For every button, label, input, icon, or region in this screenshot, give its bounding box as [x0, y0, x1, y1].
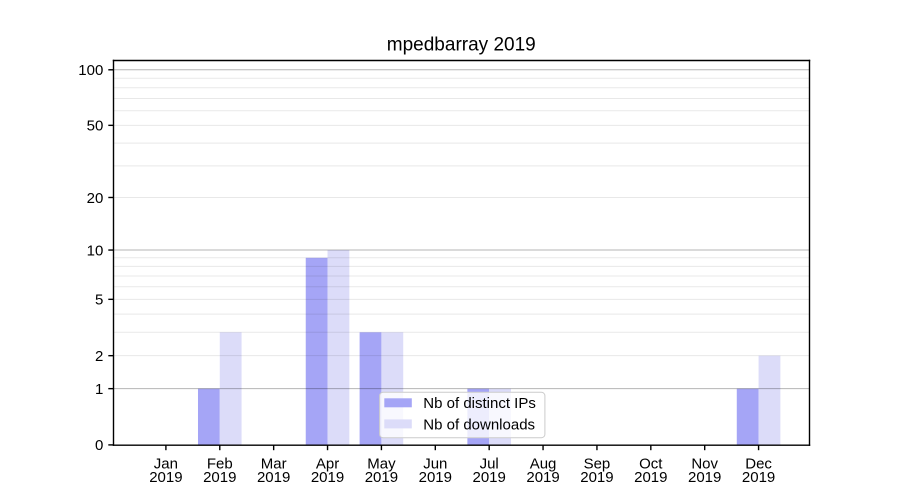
svg-text:May: May [367, 455, 396, 472]
svg-text:Oct: Oct [639, 455, 663, 472]
svg-text:2019: 2019 [365, 469, 398, 486]
svg-text:2: 2 [95, 348, 103, 365]
svg-text:2019: 2019 [257, 469, 290, 486]
svg-text:Dec: Dec [745, 455, 772, 472]
svg-text:1: 1 [95, 381, 103, 398]
svg-text:Nb of distinct IPs: Nb of distinct IPs [423, 395, 536, 412]
svg-text:Jul: Jul [480, 455, 499, 472]
svg-text:Jan: Jan [154, 455, 178, 472]
svg-text:mpedbarray 2019: mpedbarray 2019 [387, 34, 536, 55]
svg-text:0: 0 [95, 437, 103, 454]
svg-text:Feb: Feb [207, 455, 233, 472]
svg-text:2019: 2019 [203, 469, 236, 486]
svg-text:Apr: Apr [316, 455, 339, 472]
svg-text:2019: 2019 [580, 469, 613, 486]
svg-text:10: 10 [87, 242, 104, 259]
svg-text:2019: 2019 [311, 469, 344, 486]
svg-text:Mar: Mar [261, 455, 287, 472]
svg-text:Nb of downloads: Nb of downloads [423, 416, 535, 433]
svg-text:Sep: Sep [584, 455, 611, 472]
svg-text:100: 100 [78, 62, 103, 79]
svg-text:2019: 2019 [634, 469, 667, 486]
svg-text:2019: 2019 [688, 469, 721, 486]
svg-text:Aug: Aug [530, 455, 557, 472]
svg-text:2019: 2019 [742, 469, 775, 486]
svg-text:20: 20 [87, 190, 104, 207]
svg-text:5: 5 [95, 292, 103, 309]
svg-text:50: 50 [87, 118, 104, 135]
svg-text:Nov: Nov [691, 455, 718, 472]
svg-text:2019: 2019 [419, 469, 452, 486]
svg-text:2019: 2019 [526, 469, 559, 486]
svg-text:2019: 2019 [149, 469, 182, 486]
svg-text:Jun: Jun [423, 455, 447, 472]
svg-text:2019: 2019 [472, 469, 505, 486]
